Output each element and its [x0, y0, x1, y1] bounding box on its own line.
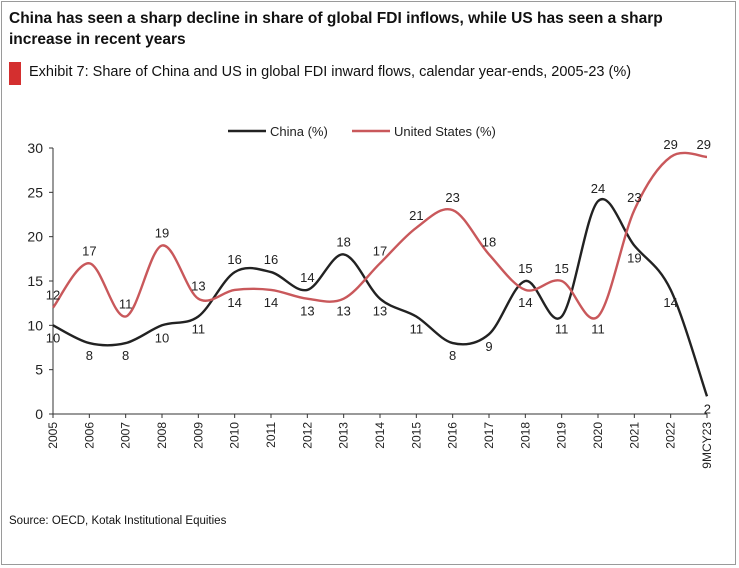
x-tick-label: 2011 [264, 422, 278, 448]
us-data-label: 13 [191, 279, 205, 294]
x-tick-label: 2006 [82, 422, 96, 449]
china-data-label: 24 [591, 181, 605, 196]
y-tick-label: 25 [27, 184, 43, 200]
x-tick-label: 9MCY23 [700, 422, 714, 469]
us-data-label: 29 [663, 137, 677, 152]
y-tick-label: 10 [27, 317, 43, 333]
exhibit-header: Exhibit 7: Share of China and US in glob… [9, 61, 729, 87]
x-tick-label: 2005 [46, 422, 60, 449]
china-data-label: 9 [485, 339, 492, 354]
us-data-label: 11 [119, 296, 133, 311]
us-data-label: 18 [482, 234, 496, 249]
y-tick-label: 20 [27, 229, 43, 245]
y-tick-label: 5 [35, 362, 43, 378]
headline: China has seen a sharp decline in share … [9, 10, 663, 48]
china-data-label: 16 [264, 252, 278, 267]
china-data-label: 18 [336, 234, 350, 249]
us-series-line [52, 151, 708, 320]
x-tick-label: 2020 [591, 422, 605, 449]
x-tick-label: 2009 [191, 422, 205, 449]
china-data-label: 8 [449, 348, 456, 363]
china-data-label: 11 [410, 321, 424, 336]
us-data-label: 14 [518, 295, 532, 310]
us-data-label: 11 [591, 321, 605, 336]
x-tick-label: 2012 [300, 422, 314, 449]
china-series-line [52, 197, 709, 397]
source-note: Source: OECD, Kotak Institutional Equiti… [9, 515, 227, 527]
china-data-label: 14 [300, 270, 314, 285]
us-data-label: 15 [554, 261, 568, 276]
china-data-label: 13 [373, 304, 387, 319]
us-data-label: 17 [373, 243, 387, 258]
china-data-label: 16 [227, 252, 241, 267]
x-tick-label: 2018 [518, 422, 532, 449]
us-data-label: 14 [227, 295, 241, 310]
x-tick-label: 2008 [155, 422, 169, 449]
y-tick-label: 30 [27, 140, 43, 156]
y-tick-label: 15 [27, 273, 43, 289]
us-data-label: 13 [300, 304, 314, 319]
china-data-label: 2 [704, 401, 711, 416]
x-tick-label: 2016 [446, 422, 460, 449]
china-data-label: 10 [46, 330, 60, 345]
x-tick-label: 2021 [627, 422, 641, 449]
x-tick-label: 2019 [555, 422, 569, 449]
china-data-label: 8 [122, 348, 129, 363]
x-tick-label: 2013 [337, 422, 351, 449]
y-tick-label: 0 [35, 406, 43, 422]
china-data-label: 14 [663, 295, 677, 310]
us-legend-label: United States (%) [394, 124, 496, 139]
x-tick-label: 2015 [409, 422, 423, 449]
china-data-label: 8 [86, 348, 93, 363]
exhibit-marker [9, 62, 21, 85]
us-data-label: 21 [409, 208, 423, 223]
us-data-label: 13 [336, 304, 350, 319]
us-data-label: 23 [445, 190, 459, 205]
us-data-label: 19 [155, 226, 169, 241]
us-data-label: 14 [264, 295, 278, 310]
china-data-label: 11 [555, 321, 569, 336]
us-data-label: 29 [697, 137, 711, 152]
china-data-label: 15 [518, 261, 532, 276]
china-data-label: 19 [627, 251, 641, 266]
x-tick-label: 2010 [228, 422, 242, 449]
x-tick-label: 2014 [373, 422, 387, 449]
x-tick-label: 2017 [482, 422, 496, 449]
us-data-label: 23 [627, 190, 641, 205]
x-tick-label: 2007 [119, 422, 133, 449]
us-data-label: 17 [82, 243, 96, 258]
china-legend-label: China (%) [270, 124, 328, 139]
china-data-label: 11 [192, 321, 206, 336]
exhibit-title: Exhibit 7: Share of China and US in glob… [29, 64, 632, 80]
china-data-label: 10 [155, 330, 169, 345]
us-data-label: 12 [46, 288, 60, 303]
x-tick-label: 2022 [664, 422, 678, 449]
